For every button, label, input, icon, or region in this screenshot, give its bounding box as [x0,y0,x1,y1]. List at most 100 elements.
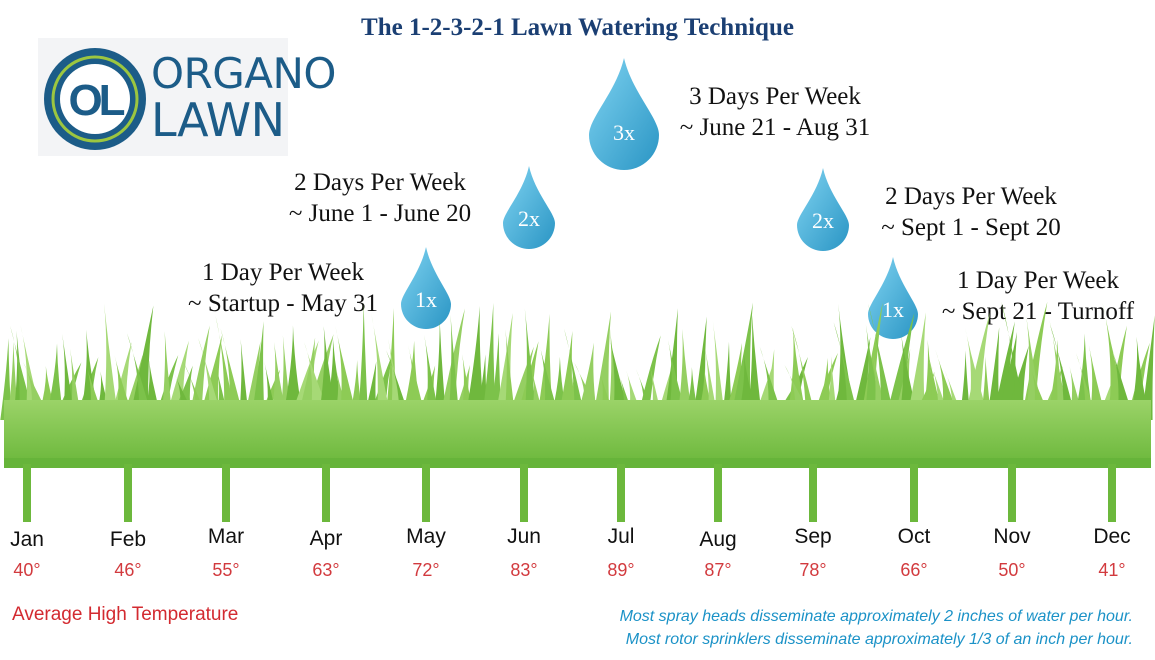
grass-blade [1001,301,1027,420]
grass-blade [1141,315,1155,420]
water-drop-icon: 2x [797,168,849,251]
grass-blade [791,325,817,420]
grass-blade [885,312,915,420]
schedule-label-3: 3 Days Per Week ~ June 21 - Aug 31 [665,81,885,143]
schedule-frequency: 2 Days Per Week [885,183,1057,210]
month-label-apr: Apr [309,527,343,550]
rotor-sprinkler-note: Most rotor sprinklers disseminate approx… [625,631,1133,648]
grass-blade [238,339,250,420]
schedule-dates: ~ Startup - May 31 [188,290,378,317]
grass-blade [1026,316,1044,420]
grass-blade [868,303,895,420]
month-ticks [23,464,1116,522]
grass-blade [188,325,210,420]
month-label-aug: Aug [699,528,737,551]
grass-blade [1102,302,1129,420]
grass-blade [524,308,538,420]
organo-lawn-logo: OL ORGANO LAWN [38,38,337,156]
schedule-dates: ~ June 1 - June 20 [288,200,472,227]
grass-blade [126,333,153,420]
schedule-dates: ~ Sept 1 - Sept 20 [881,214,1061,241]
grass-blade [198,337,223,420]
month-label-nov: Nov [993,525,1031,548]
grass-blade [433,320,447,420]
month-temperature-sep: 78° [799,560,827,580]
grass-blade [388,338,406,420]
grass-blade [1021,301,1048,420]
month-temperature-nov: 50° [998,560,1026,580]
month-tick [714,464,722,522]
month-tick [1108,464,1116,522]
schedule-label-4: 2 Days Per Week ~ Sept 1 - Sept 20 [861,181,1081,243]
grass-blade [835,303,857,420]
grass-blade [833,322,859,420]
grass-blade [637,335,661,420]
drop-frequency-label: 2x [518,206,540,231]
month-label-jul: Jul [607,525,635,548]
schedule-label-1: 1 Day Per Week ~ Startup - May 31 [168,257,398,319]
grass-blade [563,328,586,420]
month-label-sep: Sep [794,525,832,548]
month-temperature-apr: 63° [312,560,340,580]
drop-frequency-label: 1x [415,287,437,312]
grass-blade [964,327,990,420]
water-drop-icon: 3x [589,58,659,170]
schedule-label-5: 1 Day Per Week ~ Sept 21 - Turnoff [924,265,1152,327]
grass-blade [747,309,763,420]
month-temperature-jan: 40° [13,560,41,580]
grass-blade [161,331,173,420]
logo-monogram: OL [68,76,124,125]
drop-frequency-label: 3x [613,120,635,145]
schedule-frequency: 2 Days Per Week [294,169,466,196]
grass-blade [899,332,919,420]
grass-blade [986,327,1000,420]
water-drop-icon: 1x [401,247,451,329]
month-label-jan: Jan [10,528,44,551]
grass-blade [62,333,75,420]
grass-blade [906,312,926,420]
grass-blade [992,321,1015,420]
month-label-mar: Mar [207,525,245,548]
month-tick [617,464,625,522]
month-tick [322,464,330,522]
grass-blade [1050,324,1077,420]
month-tick [222,464,230,522]
grass-blade [251,321,265,420]
month-tick [809,464,817,522]
water-drop-icon: 2x [503,166,555,249]
grass-blade [129,305,154,420]
month-temperature-jul: 89° [607,560,635,580]
grass-blade [677,328,693,420]
month-temperature-may: 72° [412,560,440,580]
grass-blade [504,329,516,420]
month-label-jun: Jun [507,525,541,548]
month-temperature-jun: 83° [510,560,538,580]
schedule-frequency: 1 Day Per Week [201,259,365,286]
month-tick [422,464,430,522]
month-label-dec: Dec [1093,525,1131,548]
grass-blade [371,312,392,420]
grass-blade [712,320,726,420]
grass-blade [0,338,12,420]
grass-blade [786,327,808,420]
grass-blade [864,324,884,420]
month-tick [124,464,132,522]
month-tick [1008,464,1016,522]
month-temperature-aug: 87° [704,560,732,580]
grass-blade [424,334,441,420]
month-tick [23,464,31,522]
logo-line-2: LAWN [151,93,285,147]
grass-blade [481,302,497,420]
month-temperature-dec: 41° [1098,560,1126,580]
grass-blade [465,305,485,420]
month-label-feb: Feb [109,528,147,551]
schedule-dates: ~ Sept 21 - Turnoff [941,298,1135,325]
schedule-frequency: 1 Day Per Week [956,267,1120,294]
month-temperature-mar: 55° [212,560,240,580]
month-tick [910,464,918,522]
grass-field [0,301,1155,468]
logo-mark-icon: OL [44,48,146,150]
spray-head-note: Most spray heads disseminate approximate… [619,608,1133,625]
page-title: The 1-2-3-2-1 Lawn Watering Technique [361,14,794,41]
